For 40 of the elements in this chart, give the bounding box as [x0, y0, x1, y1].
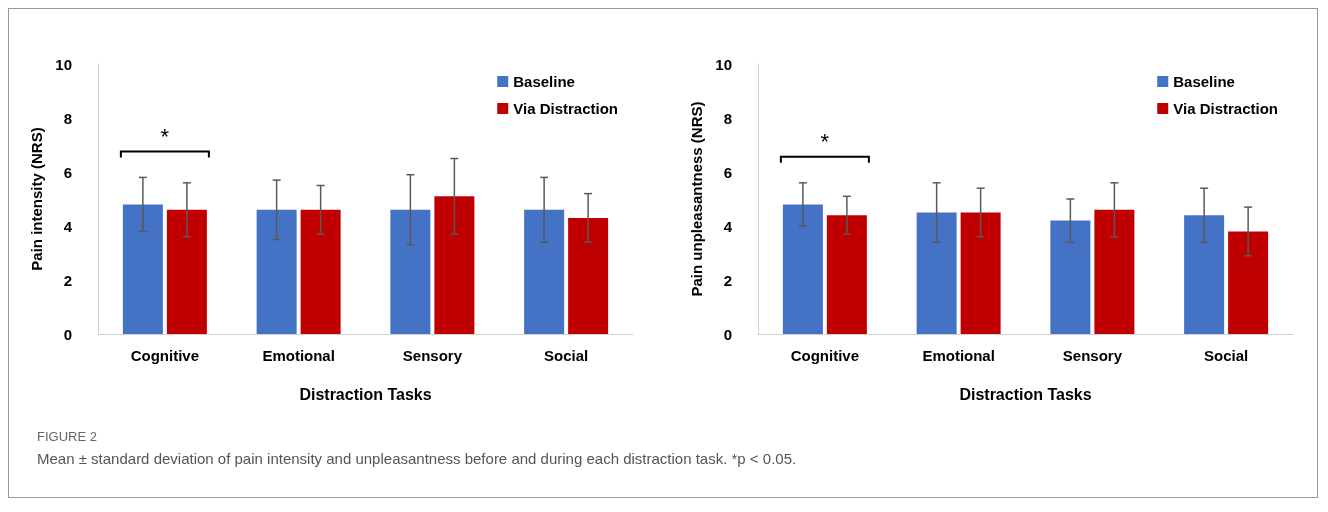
x-tick-label: Sensory — [402, 347, 463, 364]
x-tick-label: Cognitive — [790, 347, 860, 364]
x-tick-label: Cognitive — [130, 347, 200, 364]
y-tick-label: 2 — [723, 271, 732, 289]
y-tick-label: 8 — [63, 109, 72, 127]
bar — [1184, 215, 1225, 334]
y-tick-label: 10 — [55, 55, 72, 73]
y-tick-label: 2 — [63, 271, 72, 289]
y-tick-label: 0 — [63, 325, 72, 343]
annotation: * — [820, 129, 830, 155]
bar — [1094, 209, 1135, 334]
x-tick-label: Sensory — [1062, 347, 1123, 364]
legend-label: Baseline — [1173, 73, 1235, 90]
text: Mean ± standard deviation of pain intensity and unpleasantness before and during each distraction task. *p < 0.05. — [37, 450, 798, 467]
bar — [826, 215, 867, 334]
x-axis-title: Distraction Tasks — [959, 385, 1092, 403]
y-axis-title: Pain intensity (NRS) — [28, 127, 46, 271]
y-tick-label: 4 — [723, 217, 733, 235]
legend-label: Via Distraction — [1173, 100, 1279, 117]
bar — [1050, 220, 1091, 334]
bar — [960, 212, 1001, 334]
bar — [782, 204, 823, 334]
x-axis-title: Distraction Tasks — [299, 385, 432, 403]
y-tick-label: 4 — [63, 217, 73, 235]
y-tick-label: 8 — [723, 109, 732, 127]
x-tick-label: Social — [1204, 347, 1249, 364]
y-tick-label: 6 — [723, 163, 732, 181]
bar — [1228, 231, 1269, 334]
y-tick-label: 6 — [63, 163, 72, 181]
legend-label: Baseline — [513, 73, 575, 90]
x-tick-label: Social — [544, 347, 589, 364]
annotation: * — [160, 123, 170, 149]
x-tick-label: Emotional — [262, 347, 335, 364]
y-tick-label: 0 — [723, 325, 732, 343]
bar — [916, 212, 957, 334]
y-tick-label: 10 — [715, 55, 732, 73]
caption: FIGURE 2 — [37, 429, 98, 444]
x-tick-label: Emotional — [922, 347, 995, 364]
y-axis-title: Pain unpleasantness (NRS) — [688, 101, 706, 297]
legend-label: Via Distraction — [513, 100, 619, 117]
